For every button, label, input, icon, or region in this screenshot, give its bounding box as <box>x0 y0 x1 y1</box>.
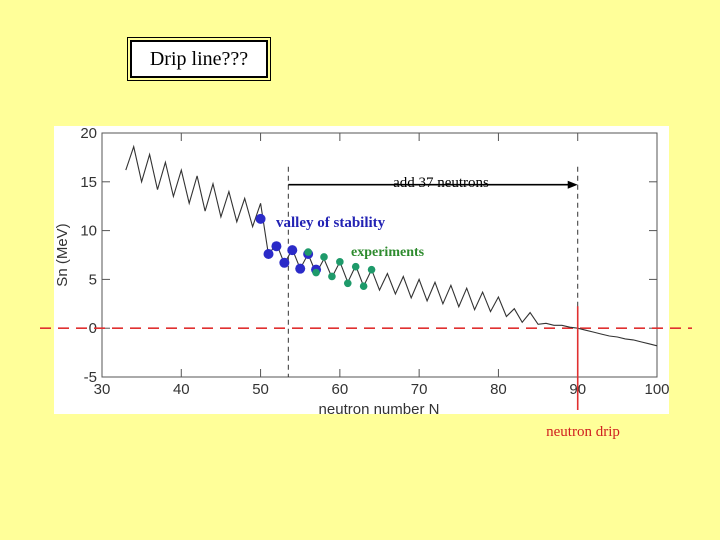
x-tick-label: 40 <box>173 381 190 398</box>
valley-point <box>255 213 266 224</box>
experiment-point <box>351 262 360 271</box>
y-tick-label: 10 <box>80 223 97 240</box>
experiment-point <box>359 282 368 291</box>
y-axis-label: Sn (MeV) <box>54 223 71 286</box>
experiment-point <box>367 265 376 274</box>
slide-title: Drip line??? <box>127 37 271 81</box>
valley-point <box>287 245 298 256</box>
add-neutrons-label: add 37 neutrons <box>393 175 489 191</box>
valley-point <box>271 241 282 252</box>
experiment-point <box>304 248 312 256</box>
chart-marks <box>40 144 692 410</box>
y-tick-label: 0 <box>89 320 97 337</box>
neutron-drip-label: neutron drip <box>546 424 620 440</box>
y-tick-label: 5 <box>89 271 97 288</box>
axis-ticks <box>101 132 658 378</box>
experiment-point <box>312 268 320 277</box>
sn-curve <box>125 144 658 347</box>
y-tick-label: 15 <box>80 174 97 191</box>
y-tick-label: -5 <box>84 369 97 386</box>
valley-point <box>263 249 274 260</box>
experiments-label: experiments <box>351 245 425 260</box>
experiment-point <box>320 253 328 261</box>
x-tick-label: 30 <box>94 381 111 398</box>
x-tick-label: 70 <box>411 381 428 398</box>
experiment-point <box>328 272 336 281</box>
x-tick-label: 60 <box>332 381 349 398</box>
plot-background <box>54 126 669 414</box>
valley-point <box>295 263 306 274</box>
arrow-head <box>567 180 578 189</box>
plot-frame <box>101 132 658 378</box>
experiment-point <box>336 258 344 266</box>
x-axis-label: neutron number N <box>319 401 440 418</box>
experiment-point <box>343 279 352 288</box>
y-tick-label: 20 <box>80 125 97 142</box>
x-tick-label: 100 <box>644 381 669 398</box>
valley-label: valley of stability <box>276 215 386 231</box>
valley-point <box>279 257 290 268</box>
x-tick-label: 50 <box>252 381 269 398</box>
x-tick-label: 80 <box>490 381 507 398</box>
